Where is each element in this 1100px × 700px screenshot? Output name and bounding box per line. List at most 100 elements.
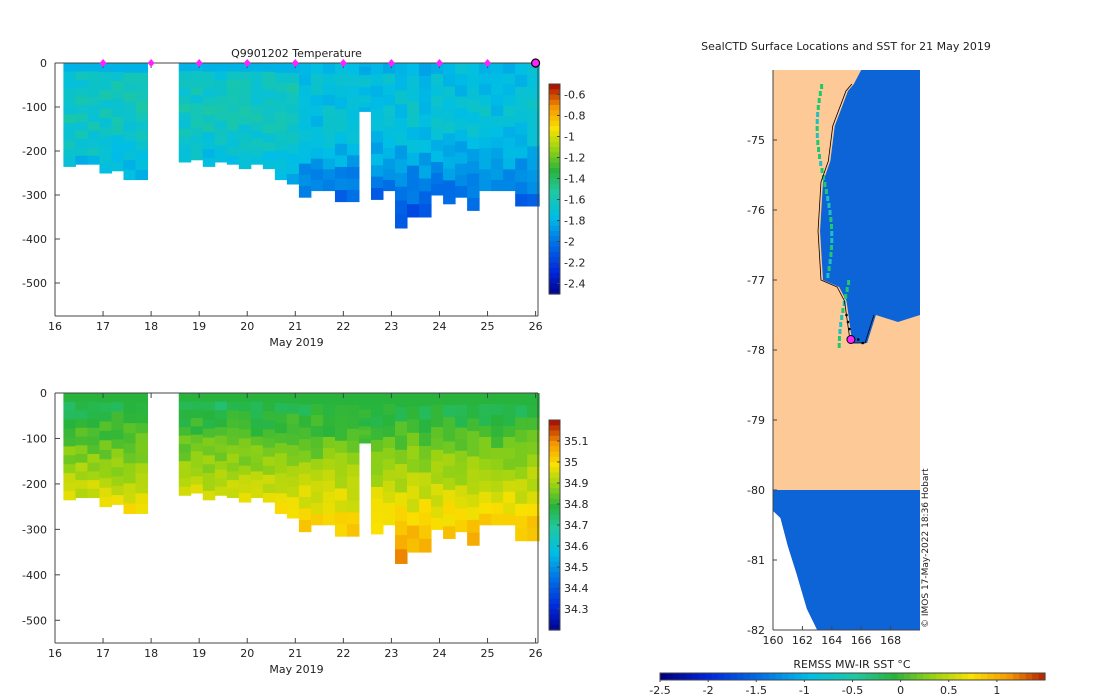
sst-colorbar-swatch — [968, 673, 976, 680]
temp-cell — [383, 84, 396, 96]
sal-cell — [262, 474, 276, 485]
sal-cell — [322, 393, 336, 405]
temp-cell — [99, 127, 112, 137]
sal-cell — [274, 463, 288, 474]
temp-cell — [527, 122, 540, 135]
temp-cell — [383, 148, 396, 160]
sal-cell — [226, 401, 240, 411]
temp-cell — [383, 126, 396, 138]
sal-cell — [370, 463, 384, 476]
sal-cell — [310, 403, 324, 416]
temp-cell — [190, 151, 204, 161]
sst-colorbar-swatch — [897, 673, 905, 680]
sal-cell — [238, 483, 252, 494]
sal-colorbar-swatch — [549, 619, 560, 626]
temp-cell — [334, 63, 348, 76]
sal-cell — [63, 393, 76, 403]
sal-cell — [238, 438, 252, 449]
sal-cell — [75, 480, 88, 490]
temp-cell — [431, 129, 444, 141]
temp-cell — [226, 147, 240, 157]
coastal-cell — [830, 245, 834, 250]
temp-cell — [178, 129, 192, 138]
sal-cell — [298, 496, 312, 510]
sst-colorbar-swatch — [1019, 673, 1027, 680]
coastal-cell — [844, 294, 848, 299]
temp-cell — [202, 106, 216, 116]
sal-x-tick-label: 17 — [96, 647, 110, 660]
coastal-cell — [842, 301, 846, 306]
temp-cell — [262, 133, 276, 143]
temp-colorbar-swatch — [549, 189, 560, 195]
temp-cell — [370, 85, 384, 98]
sal-cell — [310, 458, 324, 471]
temp-cell — [443, 98, 456, 111]
temp-x-tick-label: 17 — [96, 320, 110, 333]
temp-cell — [75, 138, 88, 148]
sal-cell — [334, 393, 348, 406]
sal-colorbar-swatch — [549, 609, 560, 615]
temp-cell — [515, 122, 528, 135]
sal-cell — [383, 414, 396, 427]
sal-cell — [431, 506, 444, 519]
sal-cell — [123, 403, 136, 414]
temp-cell — [250, 122, 264, 131]
temp-cell — [238, 80, 252, 90]
sal-cell — [395, 393, 408, 408]
temp-cell — [443, 156, 456, 170]
temp-cell — [479, 126, 492, 138]
temp-cell — [467, 75, 480, 89]
temp-colorbar-swatch — [549, 273, 560, 279]
temp-cell — [202, 149, 216, 159]
sst-colorbar-swatch — [717, 673, 725, 680]
temp-colorbar-frame — [548, 83, 561, 295]
temp-cell — [503, 105, 516, 117]
map-y-tick-label: -82 — [747, 624, 765, 637]
map-x-tick-label: 164 — [821, 634, 842, 647]
sst-colorbar-swatch — [942, 673, 950, 680]
sal-cell — [238, 474, 252, 485]
sal-cell — [298, 473, 312, 486]
temp-cell — [190, 127, 204, 137]
temp-cell — [358, 83, 372, 88]
temp-cell — [419, 178, 432, 192]
sal-cell — [63, 482, 76, 492]
temp-cell — [467, 124, 480, 138]
sst-colorbar-swatch — [878, 673, 886, 680]
temp-cell — [298, 74, 312, 86]
temp-cell — [99, 145, 112, 156]
sal-cell — [383, 403, 396, 416]
sal-cell — [202, 419, 216, 430]
sst-colorbar-swatch — [1000, 673, 1008, 680]
sal-cell — [503, 393, 516, 405]
sal-cell — [262, 447, 276, 458]
temp-cell — [202, 131, 216, 142]
temp-cell — [214, 145, 228, 155]
coastal-cell — [827, 266, 831, 271]
temp-cell — [383, 158, 396, 170]
temp-cell — [346, 74, 360, 87]
sal-cell — [479, 469, 492, 482]
sal-cell — [63, 437, 76, 447]
sal-cell — [395, 535, 408, 550]
sal-cell — [226, 427, 240, 438]
temp-cell — [274, 101, 288, 113]
temp-cell — [99, 63, 112, 73]
temp-cell — [515, 194, 528, 207]
sst-colorbar-swatch — [762, 673, 770, 680]
sal-cell — [395, 492, 408, 508]
temp-cell — [515, 146, 528, 159]
sal-cell — [419, 525, 432, 540]
temp-cell — [238, 71, 252, 82]
temp-cell — [358, 107, 372, 112]
temp-cell — [190, 135, 204, 145]
sal-cell — [111, 476, 124, 487]
sal-cell — [443, 429, 456, 442]
sal-y-tick-label: -500 — [22, 614, 47, 627]
sal-cell — [274, 433, 288, 444]
temp-cell — [226, 138, 240, 148]
temp-cell — [63, 123, 76, 133]
coastal-cell — [820, 84, 824, 89]
sal-cell — [479, 447, 492, 460]
sal-cell — [515, 405, 528, 419]
